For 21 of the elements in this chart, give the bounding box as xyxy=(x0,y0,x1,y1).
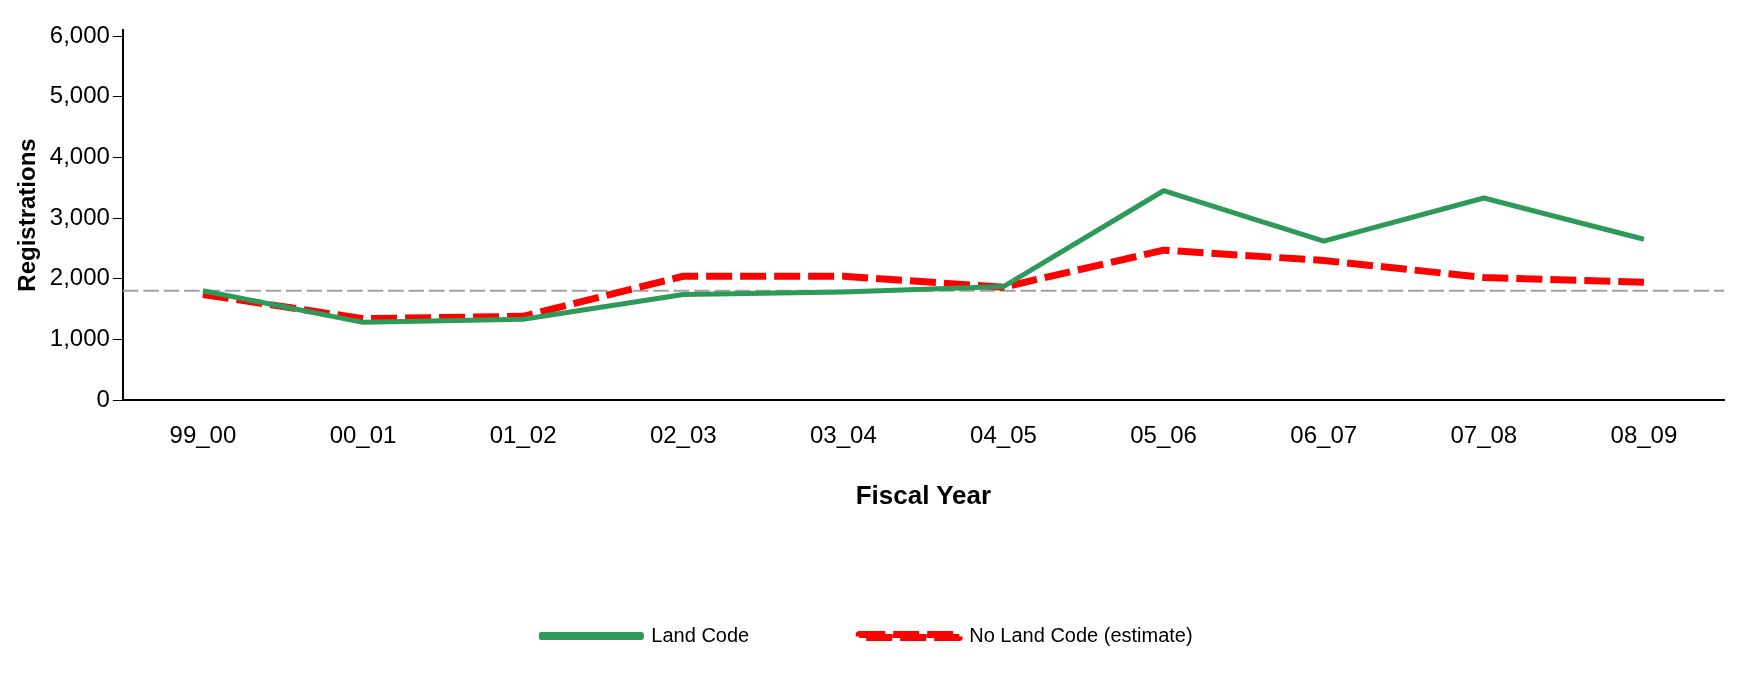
x-tick-label: 08_09 xyxy=(1610,421,1678,449)
y-tick-label: 2,000 xyxy=(49,263,110,291)
x-tick-label: 03_04 xyxy=(810,421,877,449)
x-tick-label: 04_05 xyxy=(970,421,1037,449)
y-tick-label: 3,000 xyxy=(49,202,110,230)
y-tick-label: 4,000 xyxy=(49,142,110,169)
x-tick-label: 07_08 xyxy=(1450,421,1518,449)
x-axis-title: Fiscal Year xyxy=(855,479,992,510)
x-tick-label: 00_01 xyxy=(329,421,397,449)
x-tick-label: 01_02 xyxy=(489,421,557,449)
y-tick-label: 1,000 xyxy=(49,323,110,351)
x-tick-label: 02_03 xyxy=(649,421,717,449)
y-axis-title: Registrations xyxy=(13,138,41,292)
legend-label: Land Code xyxy=(651,623,750,646)
y-tick-label: 5,000 xyxy=(49,81,110,109)
legend-label: No Land Code (estimate) xyxy=(969,623,1193,646)
y-tick-label: 6,000 xyxy=(49,20,110,48)
x-tick-label: 99_00 xyxy=(169,421,237,449)
x-tick-label: 06_07 xyxy=(1290,421,1358,449)
y-tick-label: 0 xyxy=(96,384,110,412)
x-tick-label: 05_06 xyxy=(1130,421,1197,449)
